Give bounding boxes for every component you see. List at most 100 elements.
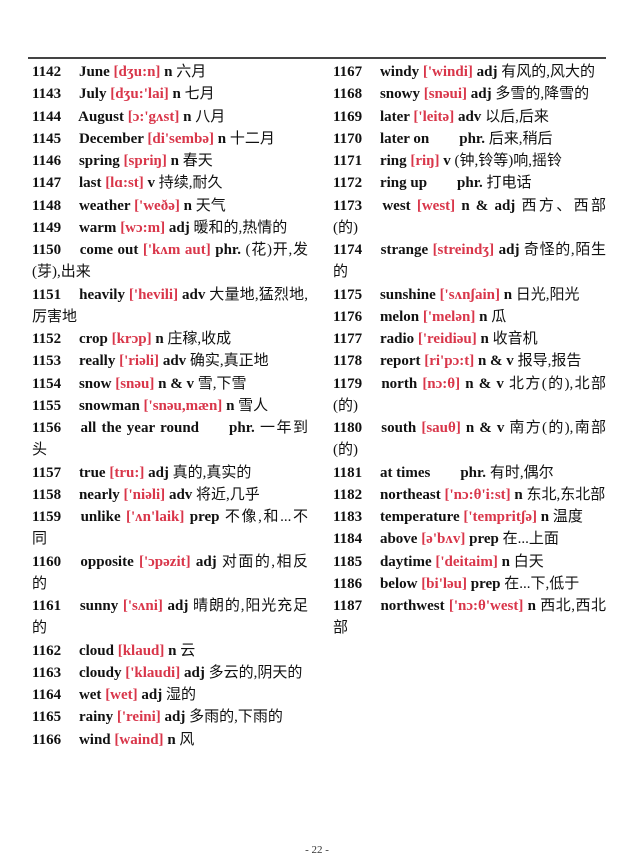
entry-definition: 十二月 — [229, 130, 275, 147]
entry-phonetic: ['ɔpəzit] — [138, 553, 191, 570]
vocab-entry: 1144 August [ɔ:'gʌst] n 八月 — [32, 106, 308, 128]
entry-word: cloud — [78, 642, 114, 659]
entry-phonetic: [klaud] — [117, 642, 165, 659]
entry-pos: adv — [182, 286, 206, 303]
right-column: 1167 windy ['windi] adj 有风的,风大的 1168 sno… — [333, 61, 606, 640]
entry-pos: adj — [476, 64, 498, 80]
entry-number: 1184 — [333, 531, 363, 548]
entry-word: July — [78, 86, 107, 103]
entry-phonetic: [dʒu:'lai] — [110, 86, 169, 103]
vocab-entry: 1155 snowman ['snəu,mæn] n 雪人 — [32, 395, 308, 417]
entry-number: 1176 — [333, 308, 363, 325]
vocab-entry: 1157 true [tru:] adj 真的,真实的 — [32, 462, 308, 484]
entry-phonetic: ['deitaim] — [435, 553, 498, 570]
entry-phonetic: [ə'bʌv] — [421, 531, 466, 548]
entry-definition: 收音机 — [492, 331, 538, 347]
entry-pos: adj — [148, 464, 169, 481]
entry-pos: n & adj — [461, 197, 516, 214]
entry-phonetic: [west] — [416, 197, 456, 214]
entry-pos: adj — [168, 219, 190, 236]
entry-definition: 报导,报告 — [517, 353, 582, 370]
vocab-entry: 1152 crop [krɔp] n 庄稼,收成 — [32, 328, 308, 350]
entry-number: 1168 — [333, 86, 363, 103]
entry-number: 1178 — [333, 353, 363, 370]
vocab-entry: 1168 snowy [snəui] adj 多雪的,降雪的 — [333, 83, 606, 105]
entry-word: last — [78, 175, 102, 192]
entry-number: 1179 — [333, 375, 363, 392]
entry-word: melon — [379, 308, 420, 325]
vocab-entry: 1162 cloud [klaud] n 云 — [32, 640, 308, 662]
entry-definition: 八月 — [195, 108, 226, 125]
entry-word: weather — [78, 197, 131, 214]
entry-definition: 以后,后来 — [485, 108, 549, 125]
entry-number: 1162 — [32, 642, 62, 659]
vocab-entry: 1151 heavily ['hevili] adv 大量地,猛烈地,厉害地 — [32, 284, 308, 329]
vocab-entry: 1187 northwest ['nɔ:θ'west] n 西北,西北部 — [333, 595, 606, 640]
entry-number: 1166 — [32, 731, 62, 748]
entry-word: below — [379, 575, 418, 592]
entry-word: nearly — [78, 486, 120, 503]
entry-pos: n — [217, 130, 227, 147]
vocab-entry: 1185 daytime ['deitaim] n 白天 — [333, 551, 606, 573]
entry-pos: n — [479, 308, 488, 325]
entry-number: 1156 — [32, 420, 62, 436]
vocab-entry: 1176 melon ['melən] n 瓜 — [333, 306, 606, 328]
entry-number: 1145 — [32, 130, 62, 147]
entry-phonetic: ['nɔ:θ'i:st] — [444, 486, 511, 503]
entry-definition: 七月 — [184, 86, 215, 103]
entry-pos: n & v — [477, 353, 514, 370]
entry-number: 1170 — [333, 130, 363, 147]
entry-definition: 确实,真正地 — [189, 353, 269, 370]
entry-phonetic: ['melən] — [422, 308, 476, 325]
vocab-entry: 1183 temperature ['tempritʃə] n 温度 — [333, 506, 606, 528]
entry-pos: adj — [470, 86, 492, 103]
entry-number: 1173 — [333, 197, 363, 214]
entry-number: 1182 — [333, 486, 363, 503]
vocab-entry: 1173 west [west] n & adj 西方、西部(的) — [333, 195, 606, 240]
entry-phonetic: [ri'pɔ:t] — [424, 353, 475, 370]
entry-definition: 对面的,相反的 — [32, 553, 308, 592]
entry-phonetic: [riŋ] — [410, 153, 440, 169]
entry-definition: 有时,偶尔 — [489, 464, 554, 481]
entry-number: 1154 — [32, 375, 62, 392]
entry-word: above — [379, 531, 418, 548]
vocab-entry: 1179 north [nɔ:θ] n & v 北方(的),北部(的) — [333, 373, 606, 418]
vocab-entry: 1169 later ['leitə] adv 以后,后来 — [333, 106, 606, 128]
entry-phonetic: [snəu] — [115, 375, 155, 392]
entry-number: 1172 — [333, 175, 363, 192]
entry-word: later — [379, 108, 410, 125]
entry-pos: n — [540, 509, 550, 525]
entry-definition: 湿的 — [166, 687, 197, 703]
entry-phonetic: ['reidiəu] — [417, 331, 477, 347]
entry-phonetic: ['snəu,mæn] — [143, 397, 223, 414]
entry-number: 1181 — [333, 464, 363, 481]
entry-definition: 不像,和...不同 — [32, 509, 309, 548]
vocab-entry: 1163 cloudy ['klaudi] adj 多云的,阴天的 — [32, 662, 308, 684]
entry-phonetic: ['niəli] — [123, 486, 166, 503]
entry-definition: 东北,东北部 — [526, 486, 606, 503]
entry-definition: 雪人 — [238, 397, 269, 414]
entry-word: at times — [379, 464, 431, 481]
entry-word: ring — [379, 153, 407, 169]
entry-pos: adj — [167, 598, 189, 614]
entry-pos: prep — [469, 531, 499, 548]
entry-number: 1169 — [333, 108, 363, 125]
vocab-entry: 1180 south [sauθ] n & v 南方(的),南部(的) — [333, 417, 606, 462]
vocab-entry: 1181 at times phr. 有时,偶尔 — [333, 462, 606, 484]
entry-pos: n — [183, 197, 192, 214]
vocab-entry: 1150 come out ['kʌm aut] phr. (花)开,发(芽),… — [32, 239, 308, 284]
entry-word: windy — [379, 64, 420, 80]
vocab-entry: 1172 ring up phr. 打电话 — [333, 172, 606, 194]
entry-pos: n — [183, 108, 192, 125]
entry-phonetic: [tru:] — [109, 464, 145, 481]
entry-phonetic: [wɔ:m] — [120, 219, 166, 236]
vocab-entry: 1145 December [di'sembə] n 十二月 — [32, 128, 308, 150]
entry-word: report — [379, 353, 421, 370]
entry-definition: 春天 — [182, 153, 213, 169]
entry-number: 1187 — [333, 598, 363, 614]
entry-definition: 瓜 — [491, 308, 507, 325]
entry-definition: 温度 — [552, 509, 583, 525]
vocab-entry: 1153 really ['riəli] adv 确实,真正地 — [32, 350, 308, 372]
entry-number: 1150 — [32, 242, 62, 258]
vocab-entry: 1142 June [dʒu:n] n 六月 — [32, 61, 308, 83]
